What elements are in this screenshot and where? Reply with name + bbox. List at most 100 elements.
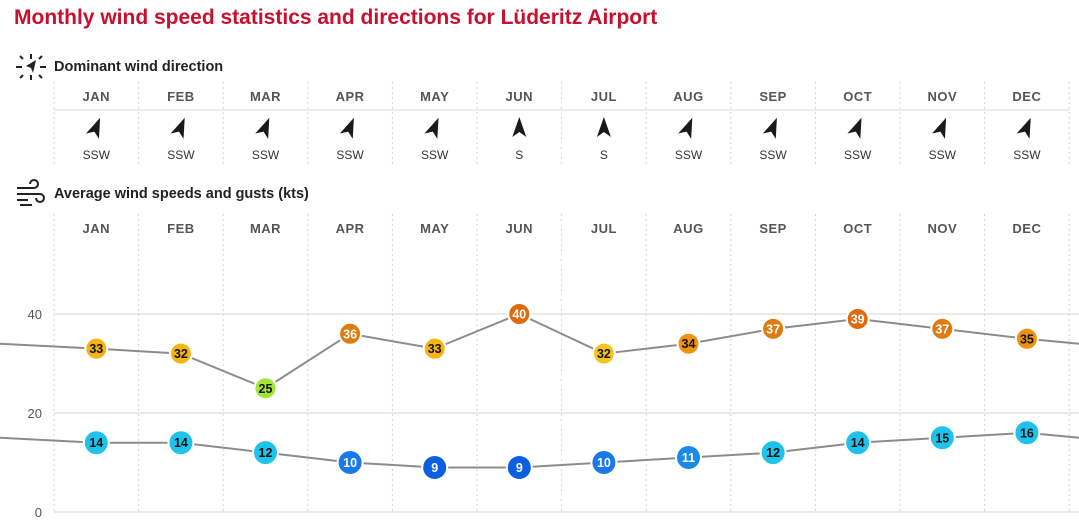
data-label: 37 (935, 322, 949, 336)
data-point: 37 (761, 316, 786, 341)
data-label: 33 (428, 342, 442, 356)
data-point-marker (505, 453, 533, 481)
data-point: 10 (590, 449, 618, 476)
x-tick-label: APR (336, 221, 365, 236)
data-point: 33 (422, 336, 447, 361)
data-point-marker (590, 449, 618, 476)
x-tick-label: AUG (673, 221, 703, 236)
data-point-marker (168, 341, 193, 366)
direction-heading: Dominant wind direction (14, 52, 223, 82)
data-label: 12 (259, 446, 273, 460)
arrow-shape (932, 117, 947, 139)
data-point-marker (844, 429, 872, 457)
x-tick-label: SEP (759, 221, 787, 236)
data-point: 32 (168, 341, 193, 366)
data-label: 11 (682, 451, 695, 465)
dir-label: SSW (421, 148, 449, 162)
data-point: 11 (675, 444, 702, 472)
arrow-shape (339, 117, 354, 139)
wind-arrow-icon (424, 117, 439, 139)
x-tick-label: DEC (1012, 221, 1041, 236)
dir-label: SSW (929, 148, 957, 162)
data-point: 12 (759, 439, 787, 467)
arrow-shape (255, 117, 270, 139)
data-label: 34 (682, 337, 696, 351)
arrow-shape (847, 117, 862, 139)
series-line (0, 431, 1079, 469)
dir-month-label: MAR (250, 89, 281, 104)
data-label: 9 (431, 461, 438, 475)
series-line (0, 312, 1079, 390)
arrow-shape (424, 117, 439, 139)
wind-lines-icon (17, 179, 45, 206)
data-point-marker (1013, 419, 1041, 447)
data-point-marker (759, 439, 787, 467)
data-point-marker (252, 439, 279, 467)
wind-arrow-icon (86, 117, 101, 139)
dir-label: SSW (1013, 148, 1041, 162)
data-point-marker (845, 306, 870, 331)
wind-arrow-icon (339, 117, 354, 139)
data-label: 14 (851, 436, 865, 450)
dir-label: SSW (83, 148, 111, 162)
data-label: 37 (766, 322, 780, 336)
data-point-marker (507, 302, 532, 326)
dir-month-label: SEP (759, 89, 787, 104)
data-point: 25 (253, 376, 278, 401)
wind-compass-icon (16, 54, 46, 80)
data-label: 35 (1020, 332, 1034, 346)
data-label: 32 (597, 347, 611, 361)
data-point: 15 (928, 424, 956, 452)
wind-arrow-icon (678, 117, 693, 139)
dir-month-label: FEB (167, 89, 195, 104)
data-point: 10 (336, 449, 364, 476)
dir-label: SSW (759, 148, 787, 162)
arrow-shape (762, 117, 777, 139)
dir-label: SSW (167, 148, 195, 162)
dir-label: SSW (675, 148, 703, 162)
direction-strip: JAN SSW FEB SSW MAR SSW APR SSW MAY SSW JUN S JUL S AU… (53, 82, 1070, 164)
x-tick-label: NOV (927, 221, 957, 236)
data-point-marker (422, 336, 447, 361)
x-tick-label: JUN (506, 221, 534, 236)
dir-label: SSW (844, 148, 872, 162)
data-point-marker (930, 316, 955, 341)
y-tick-label: 0 (35, 505, 42, 520)
data-point: 9 (505, 453, 533, 481)
wind-arrow-icon (170, 117, 185, 139)
data-point: 36 (338, 321, 363, 346)
wind-arrow-icon (1016, 117, 1031, 139)
data-point-marker (84, 336, 109, 361)
data-point-marker (82, 429, 110, 457)
x-tick-label: FEB (167, 221, 195, 236)
data-point-marker (253, 376, 278, 401)
data-label: 39 (851, 312, 865, 326)
data-point: 16 (1013, 419, 1041, 447)
arrow-shape (86, 117, 101, 139)
data-point-marker (338, 321, 363, 346)
dir-month-label: DEC (1012, 89, 1041, 104)
wind-arrow-icon (847, 117, 862, 139)
data-point-marker (676, 331, 701, 356)
direction-heading-label: Dominant wind direction (54, 59, 224, 75)
data-label: 16 (1020, 426, 1034, 440)
data-label: 9 (516, 461, 523, 475)
x-tick-label: OCT (843, 221, 872, 236)
data-point: 14 (844, 429, 872, 457)
data-point: 37 (930, 316, 955, 341)
data-label: 32 (174, 347, 188, 361)
data-point-marker (167, 429, 195, 457)
wind-arrow-icon (932, 117, 947, 139)
wind-arrow-icon (512, 117, 527, 137)
dir-label: S (515, 148, 523, 162)
wind-arrow-icon (255, 117, 270, 139)
data-label: 10 (597, 456, 611, 470)
data-point: 33 (84, 336, 109, 361)
wind-arrow-icon (596, 117, 611, 137)
page-title: Monthly wind speed statistics and direct… (14, 6, 658, 29)
data-point-marker (591, 341, 616, 366)
data-point-marker (421, 453, 449, 481)
dir-month-label: MAY (420, 89, 449, 104)
arrow-shape (1016, 117, 1031, 139)
data-label: 40 (512, 308, 526, 322)
